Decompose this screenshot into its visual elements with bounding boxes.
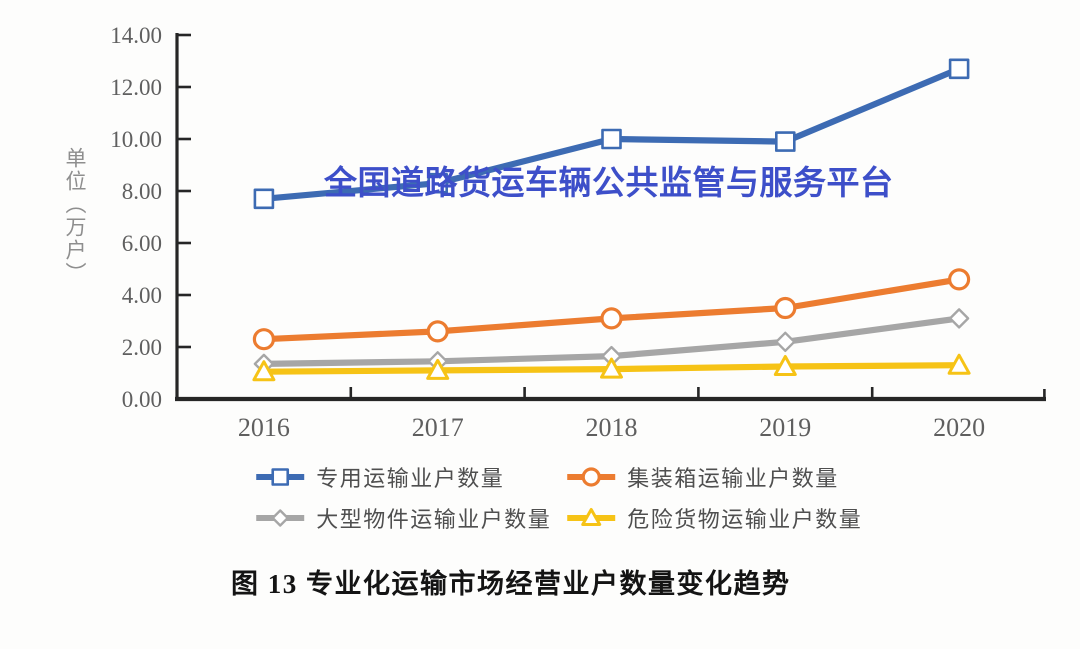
legend-marker-square-icon bbox=[256, 468, 305, 486]
svg-text:2.00: 2.00 bbox=[122, 335, 162, 360]
series-square bbox=[253, 58, 970, 210]
svg-text:2019: 2019 bbox=[759, 413, 811, 442]
svg-text:2018: 2018 bbox=[586, 413, 638, 442]
chart-legend: 专用运输业户数量 集装箱运输业户数量大型物件运输业户数量 危险货物运输业户数量 bbox=[254, 461, 862, 534]
svg-text:14.00: 14.00 bbox=[110, 23, 162, 48]
legend-item-circle: 集装箱运输业户数量 bbox=[565, 461, 862, 493]
svg-text:12.00: 12.00 bbox=[110, 75, 162, 100]
y-tick-labels: 0.00 2.00 4.00 6.00 8.00 10.00 12.00 14.00 bbox=[110, 23, 162, 412]
svg-text:8.00: 8.00 bbox=[122, 179, 162, 204]
axes bbox=[175, 33, 1046, 402]
svg-text:10.00: 10.00 bbox=[110, 127, 162, 152]
watermark-text: 全国道路货运车辆公共监管与服务平台 bbox=[324, 164, 894, 201]
legend-label: 大型物件运输业户数量 bbox=[316, 507, 552, 532]
svg-text:2016: 2016 bbox=[238, 413, 290, 442]
x-tick-labels: 2016 2017 2018 2019 2020 bbox=[238, 413, 985, 442]
legend-item-diamond: 大型物件运输业户数量 bbox=[254, 502, 551, 534]
svg-text:2017: 2017 bbox=[412, 413, 464, 442]
svg-text:2020: 2020 bbox=[933, 413, 985, 442]
legend-marker-triangle-icon bbox=[567, 508, 616, 526]
series-triangle bbox=[252, 353, 971, 382]
svg-text:4.00: 4.00 bbox=[122, 283, 162, 308]
figure-caption: 图 13 专业化运输市场经营业户数量变化趋势 bbox=[231, 569, 791, 599]
legend-item-triangle: 危险货物运输业户数量 bbox=[565, 502, 862, 534]
legend-marker-diamond-icon bbox=[256, 509, 305, 527]
svg-text:6.00: 6.00 bbox=[122, 231, 162, 256]
svg-text:0.00: 0.00 bbox=[122, 387, 162, 412]
y-axis-title: 单位（万户） bbox=[63, 147, 87, 285]
legend-label: 危险货物运输业户数量 bbox=[627, 507, 863, 532]
legend-marker-circle-icon bbox=[567, 467, 616, 487]
legend-item-square: 专用运输业户数量 bbox=[254, 461, 551, 493]
series-circle bbox=[252, 268, 971, 351]
legend-label: 集装箱运输业户数量 bbox=[627, 466, 839, 491]
legend-label: 专用运输业户数量 bbox=[316, 466, 505, 491]
